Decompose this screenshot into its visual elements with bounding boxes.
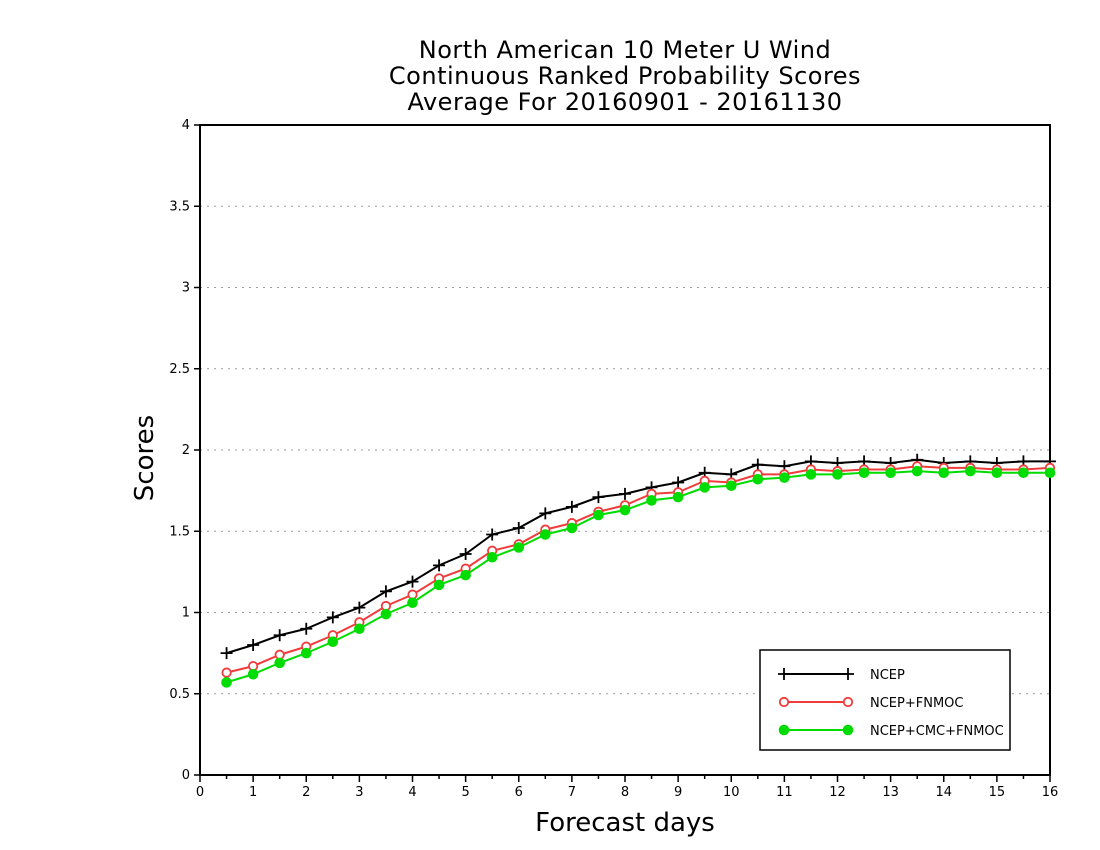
legend-marker-1-1: [842, 696, 854, 708]
series-2-point-17: [672, 491, 684, 503]
series-2-point-7: [407, 597, 418, 609]
series-0-point-7: [406, 575, 419, 588]
y-tick-label-7: 3.5: [169, 199, 190, 214]
series-2-point-18: [699, 482, 710, 493]
series-2-point-26: [911, 465, 923, 477]
series-line-1: [226, 465, 1051, 674]
series-0-point-10: [486, 528, 499, 541]
series-2-point-16: [646, 495, 657, 506]
x-tick-label-9: 9: [674, 785, 682, 800]
y-tick-label-1: 0.5: [169, 687, 190, 702]
series-0-point-15: [619, 487, 631, 500]
series-2-point-30: [1018, 467, 1029, 479]
series-2-point-14: [593, 509, 604, 521]
y-tick-label-3: 1.5: [169, 524, 190, 539]
series-0-point-11: [512, 522, 525, 534]
y-axis-label: Scores: [130, 414, 160, 502]
series-2-point-20: [752, 473, 764, 485]
series-2-point-12: [540, 529, 551, 540]
x-tick-label-14: 14: [935, 785, 952, 800]
series-0-point-17: [672, 476, 685, 489]
x-tick-label-6: 6: [515, 785, 523, 800]
x-tick-label-3: 3: [355, 785, 363, 800]
series-2-point-28: [965, 465, 976, 477]
x-tick-label-0: 0: [196, 785, 204, 800]
series-2-point-5: [354, 623, 365, 635]
series-2-point-31: [1044, 467, 1056, 479]
series-0-point-8: [433, 559, 446, 572]
x-tick-label-2: 2: [302, 785, 310, 800]
y-tick-label-8: 4: [182, 118, 190, 133]
series-line-0: [226, 458, 1050, 655]
series-0-point-13: [565, 500, 578, 513]
series-2-point-10: [486, 551, 498, 563]
legend-marker-2-0: [778, 724, 790, 736]
legend-marker-2-1: [842, 724, 854, 736]
series-2-point-9: [460, 569, 471, 581]
series-0-point-1: [247, 639, 260, 651]
series-0-point-20: [751, 458, 764, 471]
series-0-point-3: [300, 622, 313, 635]
chart-title-line-2: Continuous Ranked Probability Scores: [388, 62, 862, 90]
series-0-point-14: [592, 491, 605, 504]
series-2-point-0: [221, 677, 232, 688]
series-0-point-4: [326, 611, 339, 624]
legend-label-0: NCEP: [870, 668, 905, 683]
series-2-point-11: [513, 542, 525, 553]
series-2-point-21: [779, 472, 790, 483]
legend-label-1: NCEP+FNMOC: [870, 696, 963, 711]
series-2-point-24: [858, 467, 870, 479]
x-tick-label-1: 1: [249, 785, 257, 800]
series-2-point-22: [805, 469, 817, 480]
x-tick-label-12: 12: [829, 785, 846, 800]
legend-marker-1-0: [778, 696, 790, 708]
legend-marker-0-1: [842, 668, 854, 680]
x-tick-label-10: 10: [723, 785, 740, 800]
x-tick-label-8: 8: [621, 785, 629, 800]
series-2-point-25: [885, 467, 896, 479]
series-2-point-19: [725, 480, 737, 492]
series-2-point-29: [991, 467, 1003, 479]
chart-title-line-3: Average For 20160901 - 20161130: [407, 88, 843, 116]
x-tick-label-15: 15: [989, 785, 1006, 800]
series-2-point-13: [566, 522, 578, 534]
y-tick-label-6: 3: [182, 281, 190, 296]
y-tick-label-2: 1: [182, 606, 190, 621]
x-tick-label-4: 4: [408, 785, 416, 800]
y-tick-label-0: 0: [182, 768, 190, 783]
series-2-point-23: [832, 469, 843, 480]
series-0-point-5: [353, 601, 366, 614]
series-2-point-8: [433, 579, 445, 591]
series-2-point-27: [938, 467, 950, 479]
series-0-point-0: [220, 647, 233, 660]
x-axis-label: Forecast days: [535, 808, 715, 838]
series-0-point-6: [379, 585, 392, 598]
series-2-point-3: [300, 647, 312, 659]
legend-box: [759, 649, 1011, 751]
series-0-point-12: [539, 507, 552, 520]
series-2-point-1: [247, 668, 259, 680]
series-0-point-2: [273, 629, 286, 642]
series-2-point-15: [619, 504, 631, 516]
series-1-point-0: [221, 667, 232, 678]
y-tick-label-5: 2.5: [169, 362, 190, 377]
series-2-point-4: [327, 636, 339, 648]
series-0-point-9: [459, 548, 472, 560]
chart-title-line-1: North American 10 Meter U Wind: [418, 36, 832, 64]
series-2-point-6: [380, 608, 392, 620]
y-tick-label-4: 2: [182, 443, 190, 458]
x-tick-label-11: 11: [776, 785, 793, 800]
x-tick-label-5: 5: [461, 785, 469, 800]
series-2-point-2: [274, 657, 285, 669]
legend-label-2: NCEP+CMC+FNMOC: [870, 724, 1004, 739]
legend-marker-0-0: [778, 668, 790, 680]
x-tick-label-7: 7: [568, 785, 576, 800]
x-tick-label-16: 16: [1042, 785, 1059, 800]
x-tick-label-13: 13: [882, 785, 899, 800]
